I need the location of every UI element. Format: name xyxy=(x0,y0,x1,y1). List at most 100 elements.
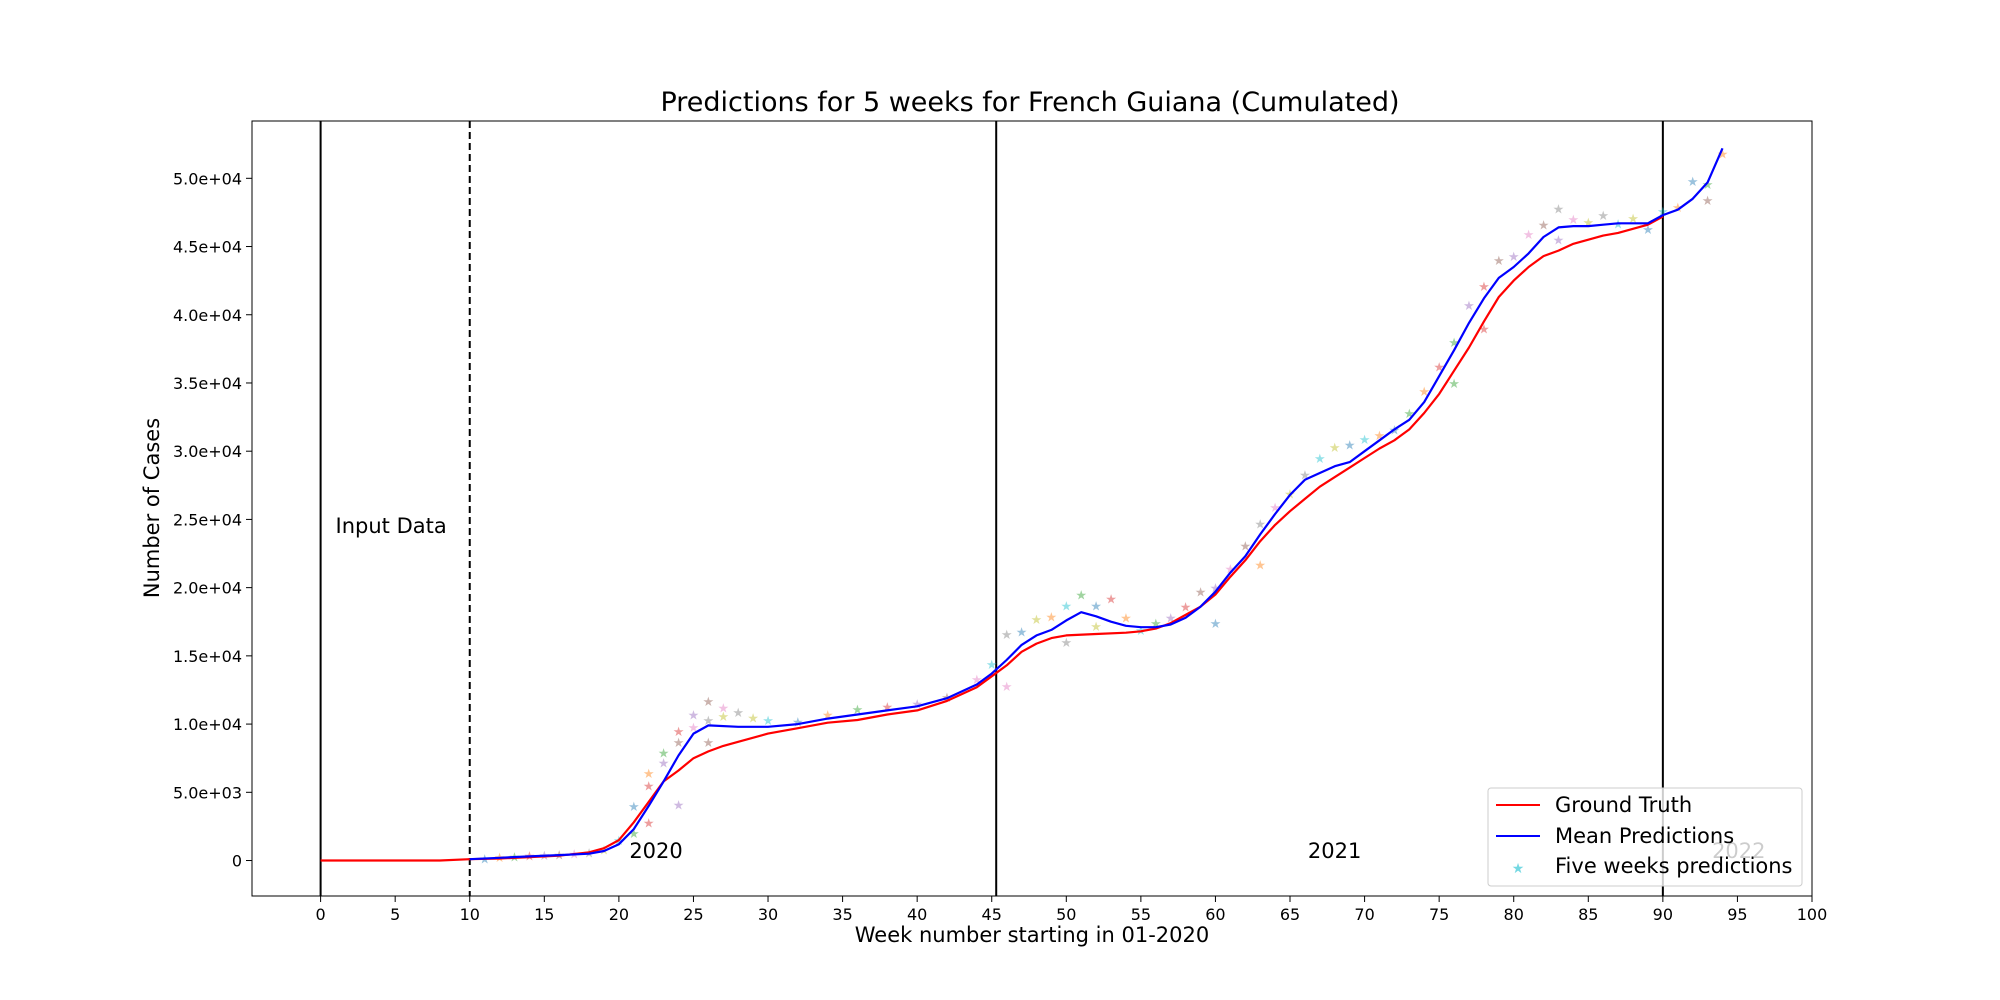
legend-five-weeks-swatch: ★ xyxy=(1512,861,1525,877)
prediction-point: ★ xyxy=(673,725,685,740)
prediction-point: ★ xyxy=(688,709,700,724)
prediction-point: ★ xyxy=(1120,612,1132,627)
prediction-point: ★ xyxy=(1210,582,1222,597)
x-tick-label: 50 xyxy=(1056,905,1076,924)
prediction-point: ★ xyxy=(673,799,685,814)
prediction-point: ★ xyxy=(1463,299,1475,314)
prediction-point: ★ xyxy=(1314,452,1326,467)
prediction-point: ★ xyxy=(1254,518,1266,533)
prediction-point: ★ xyxy=(1597,209,1609,224)
prediction-point: ★ xyxy=(1523,228,1535,243)
prediction-point: ★ xyxy=(1016,625,1028,640)
y-tick-label: 5.0e+03 xyxy=(173,783,242,802)
x-tick-label: 20 xyxy=(609,905,629,924)
x-tick-label: 100 xyxy=(1797,905,1828,924)
prediction-point: ★ xyxy=(1150,617,1162,632)
annotation-label: Input Data xyxy=(336,514,447,538)
y-tick-label: 3.0e+04 xyxy=(173,442,242,461)
prediction-point: ★ xyxy=(658,747,670,762)
prediction-point: ★ xyxy=(673,736,685,751)
x-tick-label: 5 xyxy=(390,905,400,924)
prediction-point: ★ xyxy=(1568,213,1580,228)
prediction-point: ★ xyxy=(1329,441,1341,456)
y-axis: 0 5.0e+03 1.0e+04 1.5e+04 2.0e+04 2.5e+04 3.0e… xyxy=(173,169,252,871)
prediction-point: ★ xyxy=(1210,617,1222,632)
prediction-point: ★ xyxy=(1418,385,1430,400)
x-tick-label: 90 xyxy=(1653,905,1673,924)
x-tick-label: 95 xyxy=(1727,905,1747,924)
prediction-point: ★ xyxy=(1269,501,1281,516)
prediction-point: ★ xyxy=(1031,613,1043,628)
prediction-point: ★ xyxy=(1582,216,1594,231)
y-tick-label: 4.5e+04 xyxy=(173,238,242,257)
prediction-point: ★ xyxy=(658,756,670,771)
plot-frame xyxy=(251,120,1813,897)
prediction-point: ★ xyxy=(762,714,774,729)
y-axis-label: Number of Cases xyxy=(140,418,164,598)
y-tick-label: 0 xyxy=(232,852,242,871)
prediction-point: ★ xyxy=(717,702,729,717)
plot-area: ★ ★ ★ ★ ★ ★ ★ ★ ★★★★★★★★ ★ ★ ★ ★ ★ ★ ★ ★ ★ ★★★★★ ★★ ★★★★★★★★… xyxy=(319,121,1766,896)
prediction-point: ★ xyxy=(628,827,640,842)
annotation-label: 2020 xyxy=(629,839,682,863)
prediction-point: ★ xyxy=(717,710,729,725)
prediction-point: ★ xyxy=(1239,539,1251,554)
x-tick-label: 40 xyxy=(907,905,927,924)
x-axis: 0 5 10 15 20 25 30 35 40 45 50 55 60 65 70 75 80 85 90 95 10… xyxy=(316,896,1828,924)
prediction-point: ★ xyxy=(1389,423,1401,438)
prediction-point: ★ xyxy=(986,658,998,673)
prediction-point: ★ xyxy=(688,721,700,736)
y-tick-label: 2.0e+04 xyxy=(173,579,242,598)
y-tick-label: 1.5e+04 xyxy=(173,647,242,666)
prediction-point: ★ xyxy=(1299,468,1311,483)
x-tick-label: 30 xyxy=(758,905,778,924)
prediction-point: ★ xyxy=(1702,194,1714,209)
y-tick-label: 3.5e+04 xyxy=(173,374,242,393)
prediction-point: ★ xyxy=(1717,148,1729,163)
prediction-point: ★ xyxy=(1180,601,1192,616)
prediction-point: ★ xyxy=(1657,205,1669,220)
legend-mean-predictions-label: Mean Predictions xyxy=(1555,824,1734,848)
prediction-point: ★ xyxy=(1060,599,1072,614)
prediction-point: ★ xyxy=(1359,433,1371,448)
y-tick-label: 4.0e+04 xyxy=(173,306,242,325)
mean-predictions-line xyxy=(469,147,1724,861)
prediction-point: ★ xyxy=(643,779,655,794)
prediction-point: ★ xyxy=(1433,361,1445,376)
x-tick-label: 0 xyxy=(316,905,326,924)
prediction-point: ★ xyxy=(1090,620,1102,635)
x-tick-label: 70 xyxy=(1354,905,1374,924)
prediction-point: ★ xyxy=(822,709,834,724)
ground-truth-line xyxy=(320,215,1664,862)
prediction-point: ★ xyxy=(1702,178,1714,193)
prediction-point: ★ xyxy=(971,673,983,688)
prediction-point: ★ xyxy=(1478,322,1490,337)
prediction-point: ★ xyxy=(703,736,715,751)
annotation-label: 2021 xyxy=(1308,839,1361,863)
prediction-point: ★ xyxy=(1254,558,1266,573)
prediction-point: ★ xyxy=(1493,254,1505,269)
x-axis-label: Week number starting in 01-2020 xyxy=(855,923,1209,947)
x-tick-label: 65 xyxy=(1280,905,1300,924)
prediction-point: ★ xyxy=(1195,586,1207,601)
x-tick-label: 15 xyxy=(534,905,554,924)
x-tick-label: 35 xyxy=(832,905,852,924)
prediction-point: ★ xyxy=(1508,250,1520,265)
prediction-point: ★ xyxy=(1075,588,1087,603)
prediction-point: ★ xyxy=(792,715,804,730)
x-tick-label: 75 xyxy=(1429,905,1449,924)
x-tick-label: 85 xyxy=(1578,905,1598,924)
x-tick-label: 80 xyxy=(1504,905,1524,924)
legend-five-weeks-label: Five weeks predictions xyxy=(1555,854,1793,878)
y-tick-label: 2.5e+04 xyxy=(173,510,242,529)
prediction-point: ★ xyxy=(1090,599,1102,614)
prediction-point: ★ xyxy=(1344,438,1356,453)
prediction-point: ★ xyxy=(1448,377,1460,392)
x-tick-label: 10 xyxy=(460,905,480,924)
prediction-point: ★ xyxy=(1001,628,1013,643)
prediction-point: ★ xyxy=(703,695,715,710)
prediction-point: ★ xyxy=(1046,610,1058,625)
prediction-point: ★ xyxy=(1627,212,1639,227)
legend-box xyxy=(1487,787,1803,887)
